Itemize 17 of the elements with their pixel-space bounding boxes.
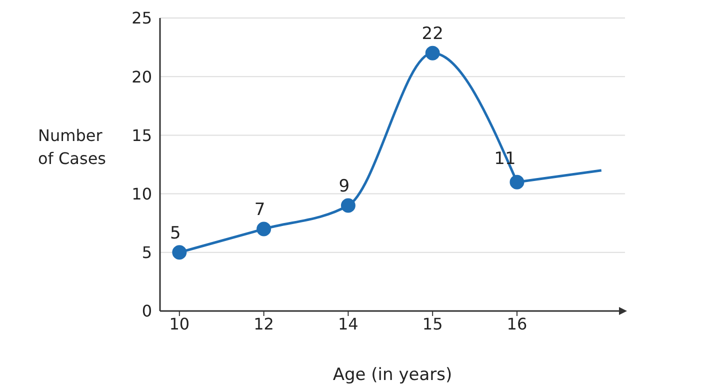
x-tick-label: 10 (169, 314, 190, 334)
y-tick-label: 15 (132, 126, 152, 145)
y-axis-title: Number of Cases (38, 125, 107, 170)
data-label: 22 (422, 24, 444, 44)
y-tick-label: 20 (132, 67, 152, 86)
data-label: 9 (338, 176, 350, 197)
x-tick-label: 12 (254, 314, 274, 334)
x-axis-title: Age (in years) (332, 365, 452, 385)
data-label: 7 (254, 200, 266, 220)
y-tick-label: 0 (142, 302, 152, 321)
x-tick-label: 16 (506, 314, 528, 334)
x-tick-label: 15 (422, 314, 443, 334)
y-tick-label: 25 (132, 8, 152, 28)
y-tick-label: 10 (132, 184, 152, 204)
data-label: 5 (170, 223, 181, 244)
x-tick-label: 14 (338, 314, 358, 334)
y-tick-label: 5 (142, 243, 152, 262)
